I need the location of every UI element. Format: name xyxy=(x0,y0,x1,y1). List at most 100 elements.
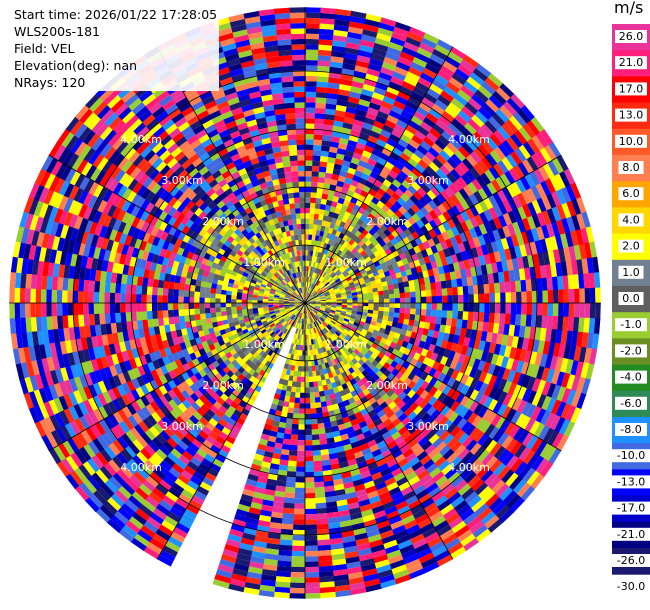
velocity-gate xyxy=(310,261,314,267)
velocity-gate xyxy=(347,268,354,275)
velocity-gate xyxy=(399,297,406,304)
velocity-gate xyxy=(576,197,587,215)
velocity-gate xyxy=(540,180,552,197)
velocity-gate xyxy=(479,211,489,225)
velocity-gate xyxy=(404,292,411,299)
velocity-gate xyxy=(141,293,147,303)
velocity-gate xyxy=(385,275,392,282)
velocity-gate xyxy=(565,184,577,202)
velocity-gate xyxy=(488,95,504,110)
velocity-gate xyxy=(460,59,477,73)
velocity-gate xyxy=(471,93,486,108)
velocity-gate xyxy=(311,429,319,435)
velocity-gate xyxy=(415,81,430,93)
velocity-gate xyxy=(539,147,553,164)
velocity-gate xyxy=(383,294,390,300)
velocity-gate xyxy=(471,178,483,192)
velocity-gate xyxy=(469,216,479,229)
velocity-gate xyxy=(304,582,320,589)
velocity-gate xyxy=(556,219,566,236)
velocity-gate xyxy=(305,17,321,24)
velocity-gate xyxy=(464,101,479,116)
velocity-gate xyxy=(398,184,408,194)
velocity-gate xyxy=(374,192,383,201)
velocity-gate xyxy=(330,240,337,247)
velocity-gate xyxy=(378,134,390,144)
velocity-gate xyxy=(209,302,216,308)
velocity-gate xyxy=(331,273,337,279)
velocity-gate xyxy=(438,115,452,127)
velocity-gate xyxy=(570,230,579,247)
velocity-gate xyxy=(461,142,475,156)
velocity-gate xyxy=(388,41,405,52)
velocity-gate xyxy=(486,182,498,196)
velocity-gate xyxy=(324,293,331,297)
velocity-gate xyxy=(463,303,469,313)
velocity-gate xyxy=(400,270,408,278)
velocity-gate xyxy=(329,141,340,149)
velocity-gate xyxy=(531,227,540,243)
velocity-gate xyxy=(388,170,399,180)
velocity-gate xyxy=(354,65,369,74)
velocity-gate xyxy=(376,282,383,288)
velocity-gate xyxy=(433,216,443,227)
velocity-gate xyxy=(458,260,466,271)
velocity-gate xyxy=(316,262,321,269)
velocity-gate xyxy=(414,200,425,211)
velocity-gate xyxy=(305,255,308,261)
velocity-gate xyxy=(485,153,498,167)
velocity-gate xyxy=(304,487,315,494)
velocity-gate xyxy=(441,110,456,123)
velocity-gate xyxy=(375,138,388,148)
velocity-gate xyxy=(397,56,414,67)
velocity-gate xyxy=(326,275,332,281)
velocity-gate xyxy=(410,91,425,103)
velocity-gate xyxy=(431,142,444,155)
velocity-gate xyxy=(426,189,437,201)
velocity-gate xyxy=(452,287,458,296)
velocity-gate xyxy=(313,293,318,297)
velocity-gate xyxy=(558,303,564,318)
velocity-gate xyxy=(378,105,392,116)
velocity-gate xyxy=(407,225,416,235)
velocity-gate xyxy=(308,288,312,294)
velocity-gate xyxy=(454,165,466,178)
velocity-gate xyxy=(279,534,293,541)
velocity-gate xyxy=(361,236,369,244)
velocity-gate xyxy=(362,29,379,38)
velocity-gate xyxy=(226,310,232,316)
velocity-gate xyxy=(418,42,436,54)
velocity-gate xyxy=(104,312,111,324)
velocity-gate xyxy=(225,298,232,303)
velocity-gate xyxy=(476,127,491,141)
velocity-gate xyxy=(358,132,370,141)
velocity-gate xyxy=(330,293,336,297)
velocity-gate xyxy=(384,161,395,171)
velocity-gate xyxy=(434,182,445,194)
velocity-gate xyxy=(507,210,518,225)
velocity-gate xyxy=(558,289,564,304)
velocity-gate xyxy=(538,165,551,182)
velocity-gate xyxy=(394,188,405,198)
velocity-gate xyxy=(309,296,314,301)
velocity-gate xyxy=(457,130,470,143)
velocity-gate xyxy=(365,193,375,202)
velocity-gate xyxy=(416,251,424,260)
velocity-gate xyxy=(420,216,430,226)
velocity-gate xyxy=(178,315,185,323)
velocity-gate xyxy=(367,242,375,250)
velocity-gate xyxy=(325,296,331,299)
velocity-gate xyxy=(313,218,319,225)
velocity-gate xyxy=(437,213,448,225)
velocity-gate xyxy=(455,202,466,214)
velocity-gate xyxy=(313,256,318,263)
velocity-gate xyxy=(408,95,422,107)
velocity-gate xyxy=(236,299,242,303)
velocity-gate xyxy=(313,481,325,488)
velocity-gate xyxy=(309,296,314,300)
velocity-gate xyxy=(339,287,346,292)
velocity-gate xyxy=(417,125,430,137)
velocity-gate xyxy=(383,307,390,313)
velocity-gate xyxy=(453,262,461,272)
velocity-gate xyxy=(325,267,330,274)
